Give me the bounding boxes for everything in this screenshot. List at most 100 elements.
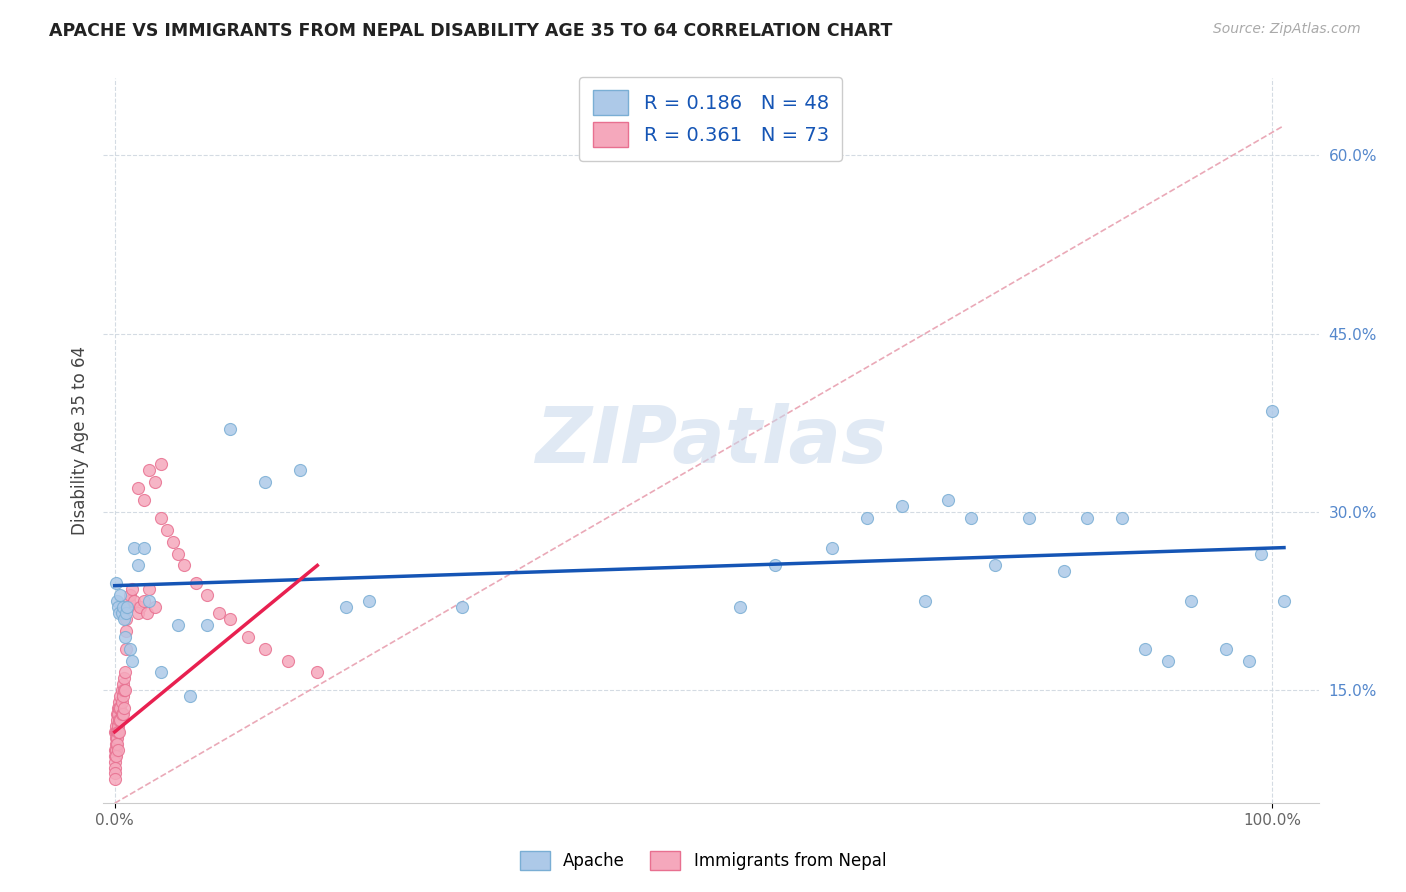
Point (236, 630, 259, 644)
Point (104, 766, 127, 780)
Point (114, 683, 136, 698)
Point (219, 612, 242, 626)
Point (179, 690, 201, 704)
Point (110, 588, 132, 602)
Point (254, 641, 277, 656)
Y-axis label: Disability Age 35 to 64: Disability Age 35 to 64 (72, 346, 89, 535)
Point (1272, 594, 1295, 608)
Point (124, 541, 146, 555)
Point (107, 742, 129, 756)
Point (114, 665, 136, 680)
Point (111, 606, 134, 620)
Point (104, 748, 127, 763)
Point (136, 606, 159, 620)
Point (108, 701, 131, 715)
Point (156, 523, 179, 537)
Legend: Apache, Immigrants from Nepal: Apache, Immigrants from Nepal (513, 844, 893, 877)
Point (105, 725, 128, 739)
Point (110, 713, 132, 727)
Point (124, 594, 146, 608)
Point (115, 641, 138, 656)
Point (107, 725, 129, 739)
Point (127, 558, 149, 573)
Point (108, 606, 131, 620)
Point (1261, 404, 1284, 418)
Point (115, 624, 138, 638)
Point (107, 707, 129, 722)
Point (105, 713, 128, 727)
Point (150, 665, 173, 680)
Point (983, 558, 1005, 573)
Point (184, 576, 207, 591)
Text: Source: ZipAtlas.com: Source: ZipAtlas.com (1213, 22, 1361, 37)
Point (129, 600, 152, 615)
Point (138, 582, 160, 597)
Point (105, 707, 128, 722)
Point (104, 760, 127, 774)
Point (359, 594, 381, 608)
Point (104, 748, 127, 763)
Point (138, 594, 160, 608)
Point (1018, 511, 1040, 525)
Point (110, 701, 132, 715)
Point (307, 665, 329, 680)
Point (104, 755, 127, 769)
Point (856, 511, 879, 525)
Point (288, 463, 311, 477)
Point (112, 701, 135, 715)
Point (821, 541, 844, 555)
Text: ZIPatlas: ZIPatlas (534, 402, 887, 479)
Point (127, 606, 149, 620)
Point (1133, 641, 1156, 656)
Point (254, 475, 277, 490)
Point (104, 725, 127, 739)
Point (111, 707, 134, 722)
Point (118, 588, 141, 602)
Point (143, 600, 166, 615)
Point (108, 713, 131, 727)
Point (115, 606, 138, 620)
Point (763, 558, 786, 573)
Point (111, 677, 134, 691)
Point (104, 742, 127, 756)
Point (890, 499, 912, 513)
Point (277, 654, 299, 668)
Point (104, 737, 127, 751)
Point (111, 683, 134, 698)
Point (104, 725, 127, 739)
Point (112, 683, 135, 698)
Point (219, 422, 242, 436)
Point (150, 511, 173, 525)
Point (118, 641, 141, 656)
Point (110, 690, 132, 704)
Point (1111, 511, 1133, 525)
Point (208, 606, 231, 620)
Point (104, 742, 127, 756)
Point (127, 481, 149, 495)
Point (111, 707, 134, 722)
Point (121, 582, 143, 597)
Point (1250, 547, 1272, 561)
Point (112, 612, 135, 626)
Point (104, 719, 127, 733)
Point (914, 594, 936, 608)
Point (960, 511, 983, 525)
Point (108, 695, 131, 709)
Point (114, 630, 136, 644)
Point (167, 618, 190, 632)
Point (111, 695, 134, 709)
Point (111, 600, 134, 615)
Point (108, 725, 131, 739)
Point (138, 463, 160, 477)
Point (104, 576, 127, 591)
Point (107, 719, 129, 733)
Point (162, 534, 184, 549)
Point (121, 654, 143, 668)
Point (728, 600, 751, 615)
Point (1157, 654, 1180, 668)
Point (105, 731, 128, 745)
Point (112, 672, 135, 686)
Point (936, 493, 959, 508)
Point (104, 731, 127, 745)
Point (132, 493, 155, 508)
